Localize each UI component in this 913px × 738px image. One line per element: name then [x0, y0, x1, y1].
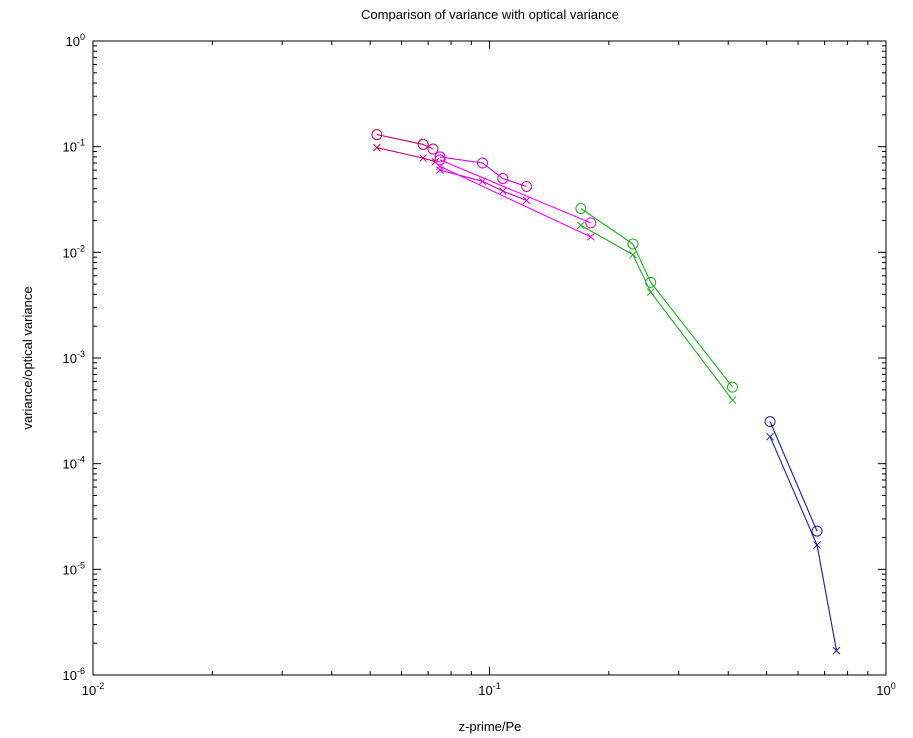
plot-frame: [93, 41, 886, 675]
chart-title: Comparison of variance with optical vari…: [361, 7, 619, 22]
x-axis-label: z-prime/Pe: [459, 719, 522, 734]
y-axis-label: variance/optical variance: [20, 286, 35, 429]
